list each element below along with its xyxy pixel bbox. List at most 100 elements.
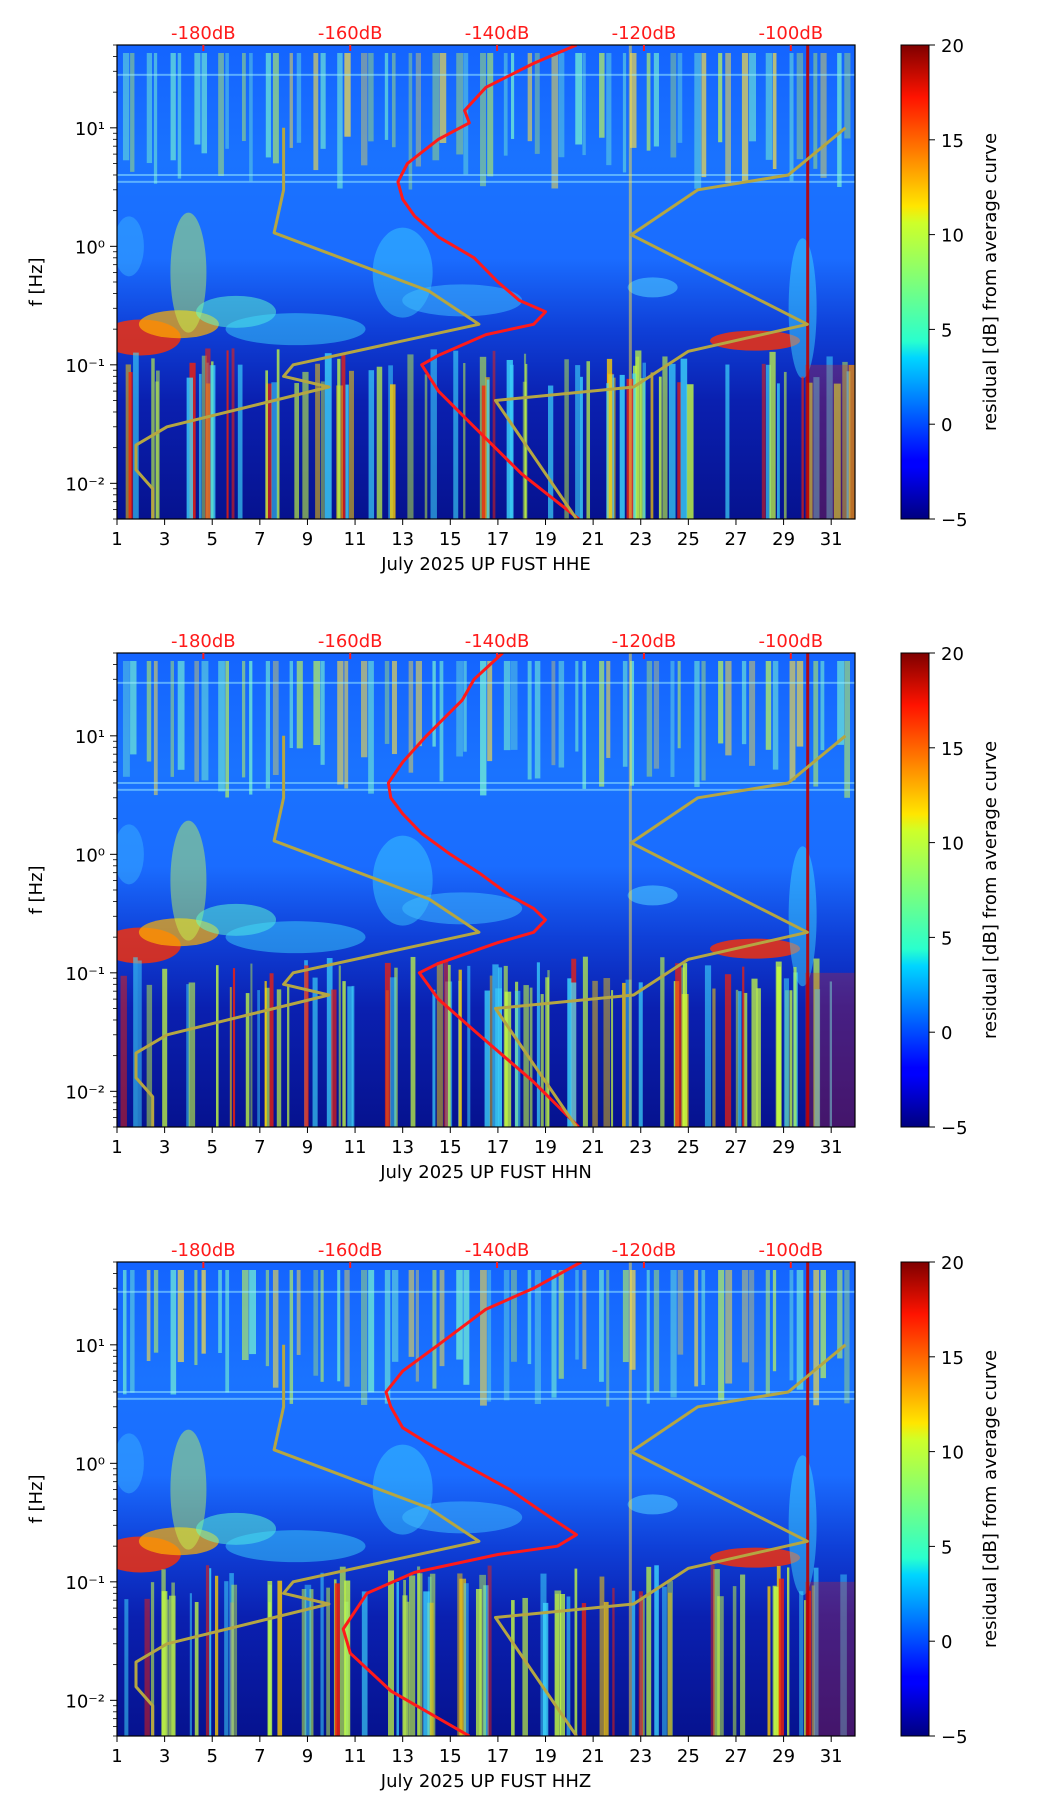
- hf-band: [765, 661, 772, 750]
- hf-band: [534, 661, 541, 779]
- x-tick-label: 31: [820, 1746, 843, 1767]
- hf-band: [606, 661, 611, 758]
- x-axis-label: July 2025 UP FUST HHZ: [380, 1771, 591, 1792]
- hf-band: [249, 53, 253, 182]
- lf-streak: [813, 1567, 819, 1736]
- hf-band: [622, 1270, 629, 1363]
- y-tick-label: 10⁻¹: [65, 964, 105, 985]
- lf-streak: [271, 382, 278, 519]
- hf-band: [122, 53, 130, 161]
- x-tick-label: 29: [772, 1746, 795, 1767]
- colorbar-tick-label: 0: [941, 1632, 952, 1653]
- colorbar-tick-label: 15: [941, 739, 964, 760]
- hum-line: [117, 1290, 855, 1293]
- lf-streak: [776, 383, 780, 519]
- hf-band: [789, 53, 794, 182]
- lf-streak: [320, 381, 325, 519]
- hf-band: [582, 53, 586, 156]
- lf-streak: [523, 353, 527, 519]
- lf-streak: [842, 361, 848, 519]
- hf-band: [503, 661, 511, 751]
- microseism-blob: [710, 938, 801, 959]
- hf-band: [170, 1270, 177, 1395]
- lf-streak: [137, 960, 142, 1127]
- lf-streak: [848, 364, 855, 519]
- lf-streak: [650, 372, 654, 519]
- lf-streak: [658, 376, 662, 519]
- hf-band: [725, 661, 732, 756]
- x-tick-label: 15: [439, 529, 462, 550]
- lf-streak: [710, 1564, 715, 1736]
- lf-streak: [807, 1590, 812, 1736]
- hf-band: [408, 661, 414, 773]
- hf-band: [551, 661, 556, 766]
- hf-band: [265, 1270, 270, 1367]
- lf-streak: [231, 348, 235, 519]
- hum-line: [117, 1390, 855, 1393]
- lf-streak: [309, 1589, 314, 1736]
- curve-low-noise-model: [134, 735, 481, 1127]
- lf-streak: [376, 366, 383, 519]
- colorbar-tick-label: −5: [941, 510, 968, 531]
- db-axis-label: -180dB: [171, 631, 236, 652]
- lf-streak: [606, 383, 609, 519]
- microseism-blob: [710, 1547, 801, 1568]
- colorbar-tick-label: 20: [941, 36, 964, 57]
- lf-streak: [811, 1585, 815, 1736]
- hf-band: [677, 53, 683, 143]
- colorbar-tick-label: 10: [941, 834, 964, 855]
- hf-band: [456, 53, 464, 155]
- lf-streak: [799, 1591, 804, 1736]
- db-axis-label: -140dB: [465, 23, 530, 44]
- lf-streak: [712, 988, 716, 1127]
- lf-streak: [751, 978, 758, 1127]
- hf-band: [177, 53, 182, 179]
- lf-streak: [120, 975, 127, 1127]
- lf-streak: [320, 1572, 324, 1736]
- lf-streak: [680, 967, 685, 1127]
- x-tick-label: 13: [391, 1746, 414, 1767]
- hf-band: [241, 661, 246, 778]
- hf-band: [527, 1270, 532, 1365]
- hf-band: [510, 1270, 517, 1362]
- hf-band: [201, 1270, 206, 1354]
- lf-streak: [567, 978, 572, 1127]
- hf-band: [384, 661, 390, 744]
- hf-band: [432, 661, 436, 747]
- lf-streak: [529, 987, 533, 1127]
- curve-average-psd: [386, 653, 580, 1127]
- hf-band: [146, 53, 152, 164]
- hf-band: [153, 1270, 159, 1353]
- microseism-blob: [170, 1429, 207, 1550]
- lf-streak: [575, 365, 581, 519]
- lf-streak: [660, 957, 665, 1127]
- x-tick-label: 23: [629, 1137, 652, 1158]
- hf-band: [384, 1270, 391, 1404]
- lf-streak: [523, 985, 529, 1127]
- lf-streak: [334, 1583, 340, 1736]
- hf-band: [337, 1270, 341, 1382]
- hf-band: [789, 661, 796, 781]
- hf-band: [510, 53, 515, 139]
- colorbar-label: residual [dB] from average curve: [980, 1350, 1001, 1648]
- lf-streak: [264, 981, 267, 1127]
- x-tick-label: 17: [486, 1746, 509, 1767]
- lf-streak: [761, 363, 766, 519]
- hf-band: [408, 53, 413, 190]
- hum-line: [117, 173, 855, 176]
- x-tick-label: 29: [772, 529, 795, 550]
- hf-band: [534, 1270, 541, 1404]
- lf-streak: [453, 350, 459, 519]
- lf-streak: [668, 363, 676, 519]
- hf-band: [391, 1270, 399, 1362]
- hf-band: [289, 53, 293, 148]
- lf-streak: [789, 990, 793, 1127]
- hf-band: [361, 53, 368, 166]
- lf-streak: [492, 350, 496, 519]
- lf-streak: [769, 351, 776, 519]
- hf-band: [415, 1270, 419, 1382]
- lf-streak: [548, 385, 554, 519]
- event-band: [805, 972, 855, 1127]
- lf-streak: [813, 377, 820, 519]
- hf-band: [796, 53, 804, 160]
